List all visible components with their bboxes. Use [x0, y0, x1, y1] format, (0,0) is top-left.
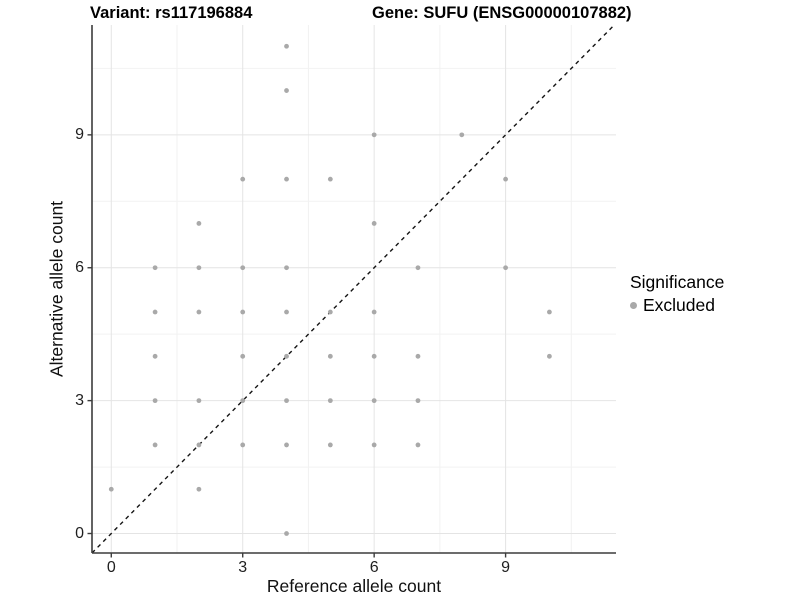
scatter-point — [503, 176, 508, 182]
plot-title-gene: Gene: SUFU (ENSG00000107882) — [372, 4, 632, 22]
scatter-point — [240, 176, 246, 182]
y-axis-title: Alternative allele count — [46, 200, 67, 378]
y-tick-label: 3 — [75, 391, 84, 409]
scatter-point — [196, 221, 202, 226]
x-axis-title: Reference allele count — [266, 576, 442, 596]
scatter-point — [503, 265, 508, 271]
x-tick-label: 3 — [238, 559, 248, 576]
scatter-point — [284, 176, 289, 182]
legend: Significance Excluded — [630, 272, 795, 316]
scatter-point — [196, 486, 202, 492]
scatter-point — [327, 353, 333, 359]
scatter-point — [284, 88, 289, 93]
scatter-point — [459, 132, 465, 138]
scatter-point — [371, 132, 377, 138]
scatter-point — [240, 309, 246, 315]
scatter-point — [327, 176, 333, 182]
scatter-point — [284, 43, 289, 49]
scatter-point — [152, 265, 158, 271]
scatter-point — [284, 442, 289, 448]
scatter-point — [196, 265, 202, 271]
scatter-point — [240, 442, 246, 448]
scatter-point — [371, 353, 377, 359]
scatter-point — [196, 309, 202, 315]
x-tick-label: 6 — [369, 559, 379, 576]
scatter-point — [327, 309, 333, 315]
scatter-point — [415, 265, 421, 271]
identity-dashed-line — [91, 24, 615, 554]
scatter-point — [284, 309, 289, 315]
scatter-point — [152, 442, 158, 448]
x-tick-label: 9 — [501, 559, 511, 576]
scatter-point — [196, 442, 202, 448]
scatter-point — [371, 398, 377, 404]
legend-title: Significance — [630, 272, 725, 292]
legend-item-excluded: Excluded — [630, 295, 795, 316]
x-tick-label: 0 — [106, 559, 116, 576]
scatter-point — [547, 353, 552, 359]
scatter-point — [415, 398, 421, 404]
scatter-point — [371, 442, 377, 448]
scatter-point — [284, 265, 289, 271]
scatter-point — [152, 353, 158, 359]
scatter-point — [415, 442, 421, 448]
scatter-point — [240, 265, 246, 271]
legend-item-label: Excluded — [643, 295, 715, 315]
scatter-point — [240, 353, 246, 359]
legend-point-marker-icon — [630, 302, 637, 309]
scatter-point — [108, 486, 114, 492]
scatter-point — [196, 398, 202, 404]
y-tick-label: 9 — [75, 125, 84, 143]
scatter-point — [327, 398, 333, 404]
scatter-point — [371, 309, 377, 315]
y-tick-label: 0 — [75, 524, 84, 542]
scatter-point — [284, 398, 289, 404]
scatter-point — [284, 531, 289, 536]
plot-title-variant: Variant: rs117196884 — [90, 4, 253, 22]
y-tick-label: 6 — [75, 258, 84, 276]
scatter-point — [327, 442, 333, 448]
scatter-point — [240, 398, 246, 404]
scatter-point — [152, 309, 158, 315]
scatter-point — [415, 353, 421, 359]
scatter-point — [152, 398, 158, 404]
scatter-point — [371, 221, 377, 226]
scatter-point — [547, 309, 552, 315]
scatter-point — [284, 353, 289, 359]
